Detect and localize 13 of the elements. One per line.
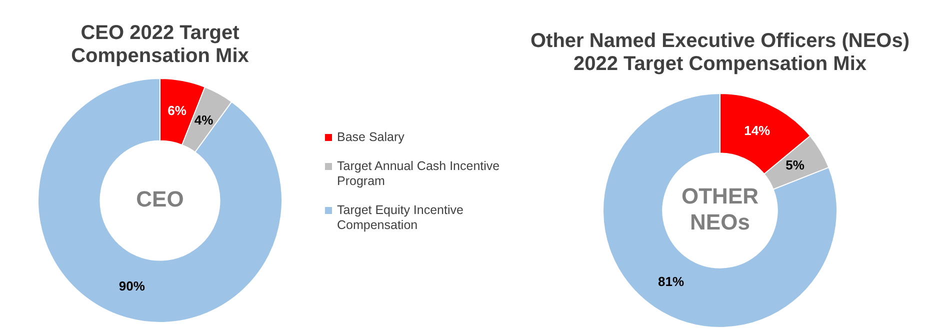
chart-title: Other Named Executive Officers (NEOs) 2022 Target Compensation Mix	[530, 30, 910, 76]
data-label: 6%	[168, 102, 187, 118]
text: OTHER NEOs	[682, 184, 759, 235]
legend-label: Target Annual Cash Incentive Program	[337, 159, 500, 188]
text: CEO	[136, 186, 184, 212]
chart-title: CEO 2022 Target Compensation Mix	[70, 22, 250, 68]
data-label: 14%	[744, 123, 771, 138]
data-label: 4%	[194, 112, 214, 128]
legend-label: Target Equity Incentive Compensation	[337, 203, 464, 232]
data-label: 81%	[658, 274, 684, 290]
data-label: 5%	[786, 158, 805, 173]
data-label: 90%	[118, 278, 146, 294]
legend-label: Base Salary	[337, 130, 404, 144]
